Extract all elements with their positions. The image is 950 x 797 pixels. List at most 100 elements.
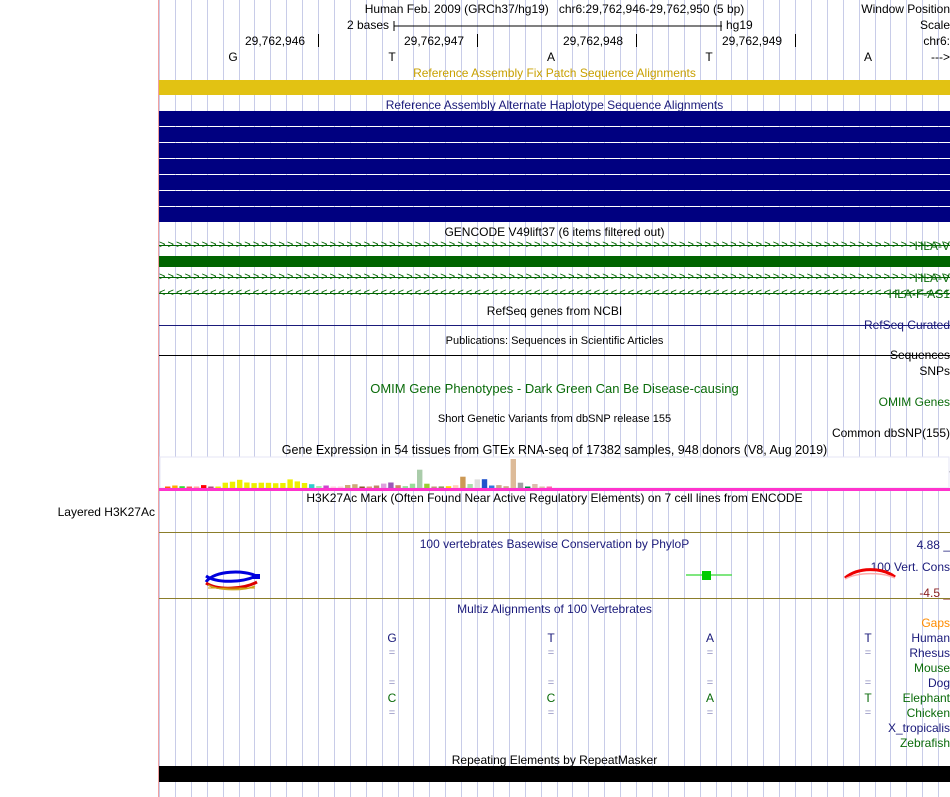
gtex-bar [431,486,437,488]
multiz-species-row[interactable]: Chicken===== [0,706,950,721]
multiz-base-char: = [547,647,555,659]
gtex-bar [510,459,516,488]
gencode-exon-block[interactable] [159,256,950,267]
multiz-species-row[interactable]: Dog===== [0,676,950,691]
multiz-species-label[interactable]: Chicken [906,706,950,720]
multiz-species-bases [159,736,950,751]
gtex-bar [201,485,207,488]
multiz-base-char: = [864,677,872,689]
omim-title[interactable]: OMIM Gene Phenotypes - Dark Green Can Be… [370,381,739,396]
gencode-title[interactable]: GENCODE V49lift37 (6 items filtered out) [444,225,665,239]
gtex-bar [330,486,336,488]
gtex-bar [517,482,524,488]
gtex-bar [438,486,444,488]
haplotype-bar[interactable] [159,111,950,126]
multiz-base-char: A [705,631,714,645]
haplotype-row[interactable]: chr6_mcf_hap5 [0,175,950,191]
ruler-tick-label: 29,762,948 [563,34,624,48]
ruler-base-char: A [863,50,872,64]
ruler-tick-mark [795,34,796,47]
multiz-species-bases: CCATA [159,691,950,706]
gtex-bar [229,481,236,488]
ruler-tick-label: 29,762,946 [245,34,306,48]
gencode-intron-arrows[interactable]: >>>>>>>>>>>>>>>>>>>>>>>>>>>>>>>>>>>>>>>>… [159,271,950,283]
refseq-title[interactable]: RefSeq genes from NCBI [486,304,623,318]
multiz-species-label[interactable]: X_tropicalis [887,721,950,735]
multiz-base-char: G [387,631,397,645]
haplotype-bar[interactable] [159,143,950,158]
gtex-bar [481,479,488,488]
multiz-title[interactable]: Multiz Alignments of 100 Vertebrates [457,602,652,616]
fix-patch-title[interactable]: Reference Assembly Fix Patch Sequence Al… [413,66,696,80]
fix-patch-bar[interactable] [159,80,950,95]
gtex-bar [417,469,423,488]
gtex-expression-barchart[interactable] [159,456,950,492]
gtex-bar [186,486,192,488]
repeatmasker-title[interactable]: Repeating Elements by RepeatMasker [451,753,658,767]
multiz-species-row[interactable]: Zebrafish [0,736,950,751]
gtex-title[interactable]: Gene Expression in 54 tissues from GTEx … [281,443,828,457]
haplotype-bar[interactable] [159,175,950,190]
gtex-bar [309,484,315,488]
multiz-species-bases [159,661,950,676]
haplotype-row[interactable]: chr6_dbb_hap3 [0,191,950,207]
multiz-species-row[interactable]: Rhesus===== [0,646,950,661]
gtex-bar [402,486,408,488]
omim-genes-label[interactable]: OMIM Genes [878,395,950,409]
haplotype-bar[interactable] [159,127,950,142]
common-dbsnp-label[interactable]: Common dbSNP(155) [831,426,950,440]
multiz-base-char: = [706,677,714,689]
multiz-base-char: = [864,707,872,719]
publications-sequences-line[interactable] [159,355,950,356]
multiz-base-char: C [546,691,556,705]
multiz-species-label[interactable]: Rhesus [909,646,950,660]
gtex-bar [366,486,372,488]
gtex-bar [215,486,221,488]
gencode-transcript-row[interactable]: HLA-V >>>>>>>>>>>>>>>>>>>>>>>>>>>>>>>>>>>… [0,271,950,286]
multiz-base-char: = [864,647,872,659]
multiz-species-row[interactable]: HumanGTATA [0,631,950,646]
layered-h3k27ac-label[interactable]: Layered H3K27Ac [57,505,155,519]
ruler-tick-label: 29,762,947 [404,34,465,48]
gtex-bar [381,483,387,488]
gtex-bar [496,485,502,488]
conservation-title[interactable]: 100 vertebrates Basewise Conservation by… [419,537,690,551]
haplotype-bar[interactable] [159,191,950,206]
h3k27ac-title[interactable]: H3K27Ac Mark (Often Found Near Active Re… [306,491,803,505]
publications-snps-label[interactable]: SNPs [919,364,950,378]
gaps-label[interactable]: Gaps [921,616,950,630]
haplotype-row[interactable]: chr6_cox_hap2 [0,111,950,127]
gencode-intron-arrows[interactable]: <<<<<<<<<<<<<<<<<<<<<<<<<<<<<<<<<<<<<<<<… [159,287,950,299]
dbsnp-title[interactable]: Short Genetic Variants from dbSNP releas… [437,413,672,425]
repeatmasker-bar[interactable] [159,766,950,782]
gencode-transcript-row[interactable]: HLA-V >>>>>>>>>>>>>>>>>>>>>>>>>>>>>>>>>>>… [0,239,950,254]
position-range: chr6:29,762,946-29,762,950 (5 bp) [558,2,745,16]
refseq-curated-line[interactable] [159,325,950,326]
gencode-transcript-row[interactable]: HLA-V [0,255,950,270]
multiz-species-row[interactable]: X_tropicalis [0,721,950,736]
gencode-transcript-row[interactable]: HLA-F-AS1 <<<<<<<<<<<<<<<<<<<<<<<<<<<<<<<… [0,287,950,302]
haplotype-bar[interactable] [159,207,950,222]
gtex-bar [460,476,466,488]
multiz-species-row[interactable]: ElephantCCATA [0,691,950,706]
gtex-bar [316,486,322,488]
alt-haplotype-title[interactable]: Reference Assembly Alternate Haplotype S… [385,98,724,112]
haplotype-row[interactable]: chr6_qbl_hap6 [0,207,950,223]
multiz-species-row[interactable]: Mouse [0,661,950,676]
db-label: hg19 [726,18,753,32]
haplotype-row[interactable]: chr6_mann_hap4 [0,159,950,175]
assembly-name: Human Feb. 2009 (GRCh37/hg19) [364,2,549,16]
gencode-intron-arrows[interactable]: >>>>>>>>>>>>>>>>>>>>>>>>>>>>>>>>>>>>>>>>… [159,239,950,251]
multiz-base-char: T [547,631,555,645]
publications-title[interactable]: Publications: Sequences in Scientific Ar… [445,335,664,347]
haplotype-bar[interactable] [159,159,950,174]
multiz-species-label[interactable]: Zebrafish [899,736,950,750]
gtex-bar [409,483,416,488]
haplotype-row[interactable]: chr6_apd_hap1 [0,143,950,159]
multiz-species-label[interactable]: Human [911,631,950,645]
haplotype-row[interactable]: chr6_ssto_hap7 [0,127,950,143]
left-boundary-line [158,0,159,797]
multiz-base-char: A [705,691,714,705]
assembly-position-title: Human Feb. 2009 (GRCh37/hg19) chr6:29,76… [159,2,950,16]
